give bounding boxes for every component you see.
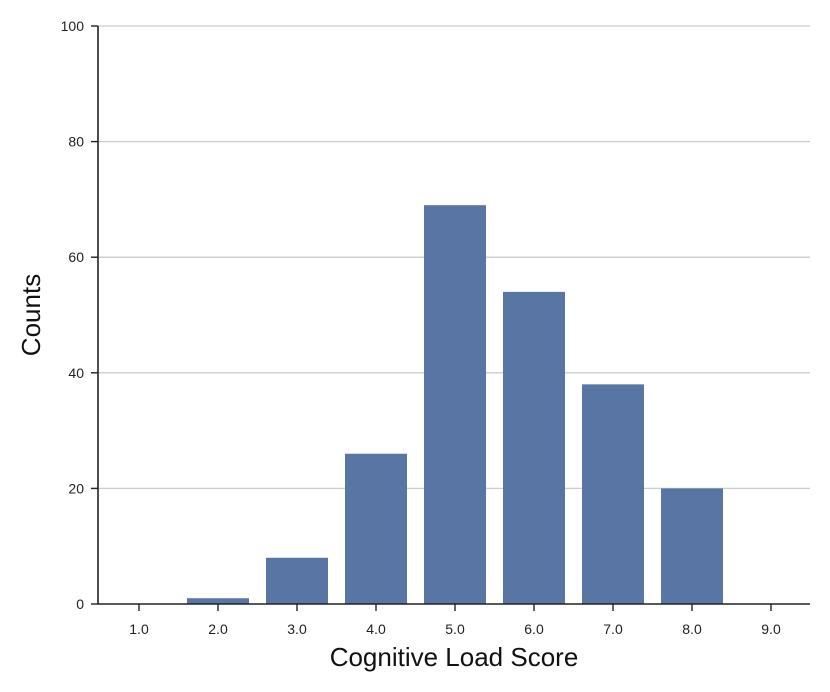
x-tick-label: 3.0 xyxy=(287,621,307,637)
bar-7.0 xyxy=(582,384,644,604)
y-axis-ticks: 0 20 40 60 80 100 xyxy=(61,18,98,612)
y-axis-label: Counts xyxy=(16,274,46,356)
y-tick-label: 80 xyxy=(68,134,84,150)
x-tick-label: 1.0 xyxy=(129,621,149,637)
y-tick-label: 60 xyxy=(68,249,84,265)
x-tick-label: 7.0 xyxy=(603,621,623,637)
y-tick-label: 20 xyxy=(68,480,84,496)
x-tick-label: 2.0 xyxy=(208,621,228,637)
x-tick-label: 5.0 xyxy=(445,621,465,637)
bar-6.0 xyxy=(503,291,565,604)
x-tick-label: 9.0 xyxy=(761,621,781,637)
x-tick-label: 6.0 xyxy=(524,621,544,637)
y-tick-label: 100 xyxy=(61,18,85,34)
x-tick-label: 8.0 xyxy=(682,621,702,637)
bar-3.0 xyxy=(266,557,328,604)
x-tick-label: 4.0 xyxy=(366,621,386,637)
bar-5.0 xyxy=(424,205,486,604)
x-axis-ticks: 1.0 2.0 3.0 4.0 5.0 6.0 7.0 8.0 9.0 xyxy=(129,604,781,637)
y-tick-label: 40 xyxy=(68,365,84,381)
bars xyxy=(187,205,723,604)
bar-2.0 xyxy=(187,598,249,604)
bar-4.0 xyxy=(345,453,407,604)
x-axis-label: Cognitive Load Score xyxy=(330,642,579,672)
bar-8.0 xyxy=(661,488,723,604)
y-tick-label: 0 xyxy=(76,596,84,612)
